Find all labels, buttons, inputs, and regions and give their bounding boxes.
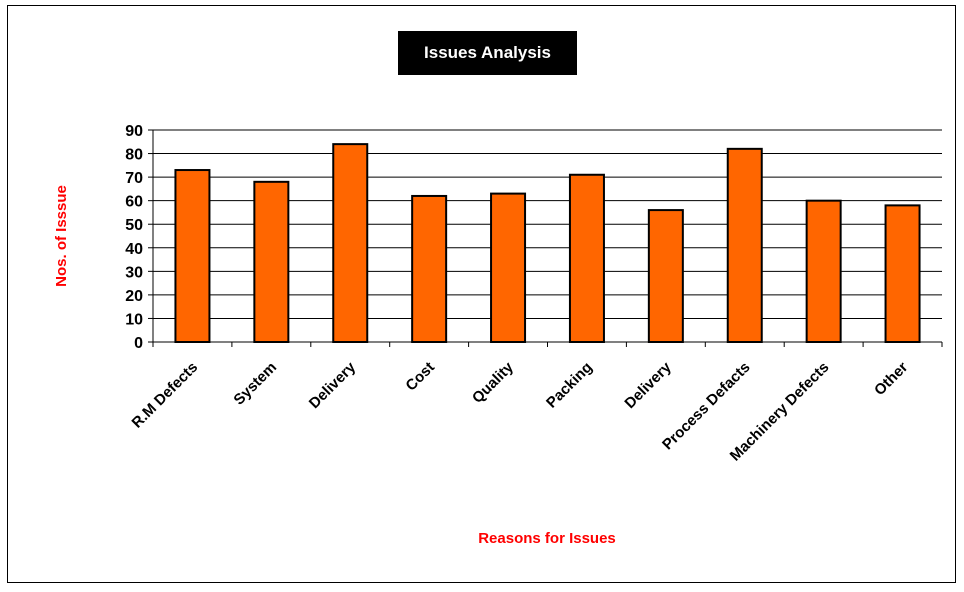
bar [332,143,369,343]
x-tick-label: R.M Defects [129,359,202,432]
x-tick-label: Other [871,359,911,399]
x-tick-label: Delivery [621,358,675,412]
x-tick-label: Packing [543,359,596,412]
bars [174,143,921,343]
y-tick-label: 70 [125,170,143,187]
y-tick-label: 60 [125,194,143,211]
axes [148,129,943,347]
x-tick-label: Cost [402,359,438,395]
bar [568,173,605,343]
y-tick-label: 20 [125,288,143,305]
chart-title: Issues Analysis [398,31,577,75]
bar [805,199,842,343]
bar [411,194,448,343]
x-tick-labels: R.M Defects System Delivery Cost Quality Pack… [129,358,912,464]
bar [253,180,290,343]
y-tick-label: 80 [125,147,143,164]
chart-frame [7,5,956,583]
x-axis-label: Reasons for Issues [478,530,616,547]
bar [884,204,921,343]
y-tick-label: 50 [125,217,143,234]
bar [726,147,763,343]
x-tick-label: Delivery [306,358,360,412]
bar [647,209,684,343]
y-axis-label: Nos. of Isssue [53,185,70,287]
bar [174,169,211,343]
y-tick-labels: 0 10 20 30 40 50 60 70 80 90 [125,123,143,352]
y-tick-label: 40 [125,241,143,258]
bar [490,192,527,343]
y-tick-label: 30 [125,264,143,281]
x-tick-label: Quality [469,358,517,406]
y-tick-label: 90 [125,123,143,140]
x-tick-label: System [230,359,280,409]
y-tick-label: 0 [134,335,143,352]
y-tick-label: 10 [125,311,143,328]
